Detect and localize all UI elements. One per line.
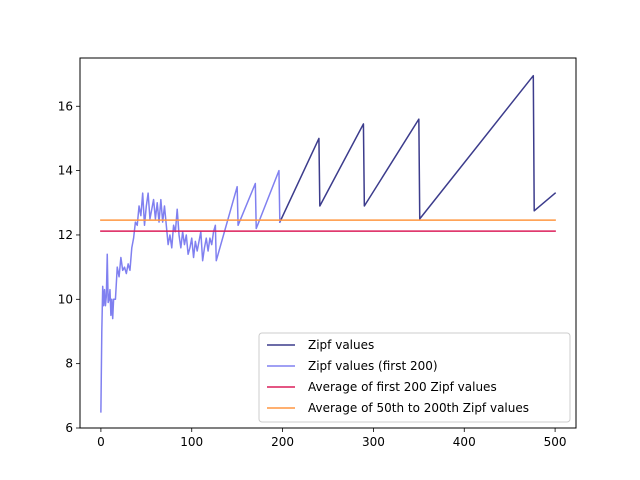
legend-label: Average of first 200 Zipf values bbox=[308, 380, 497, 394]
y-axis: 6 8 10 12 14 16 bbox=[58, 99, 80, 435]
y-tick-label: 14 bbox=[58, 164, 73, 178]
x-tick-label: 400 bbox=[453, 435, 476, 449]
series-layer bbox=[100, 74, 557, 413]
x-tick-label: 200 bbox=[271, 435, 294, 449]
plot-frame bbox=[79, 57, 577, 429]
x-tick-label: 0 bbox=[97, 435, 105, 449]
y-tick-label: 12 bbox=[58, 228, 73, 242]
series-line-2 bbox=[100, 169, 281, 413]
x-axis: 0 100 200 300 400 500 bbox=[97, 428, 567, 449]
x-tick-label: 100 bbox=[180, 435, 203, 449]
series-line-1 bbox=[278, 74, 557, 224]
legend-label: Average of 50th to 200th Zipf values bbox=[308, 401, 529, 415]
legend-label: Zipf values (first 200) bbox=[308, 359, 438, 373]
legend-label: Zipf values bbox=[308, 338, 374, 352]
y-tick-label: 10 bbox=[58, 292, 73, 306]
x-tick-label: 300 bbox=[362, 435, 385, 449]
y-tick-label: 16 bbox=[58, 99, 73, 113]
x-tick-label: 500 bbox=[544, 435, 567, 449]
legend-box bbox=[258, 332, 571, 423]
y-tick-label: 6 bbox=[65, 421, 73, 435]
legend: Zipf values Zipf values (first 200) Averag… bbox=[258, 332, 571, 423]
y-tick-label: 8 bbox=[65, 357, 73, 371]
